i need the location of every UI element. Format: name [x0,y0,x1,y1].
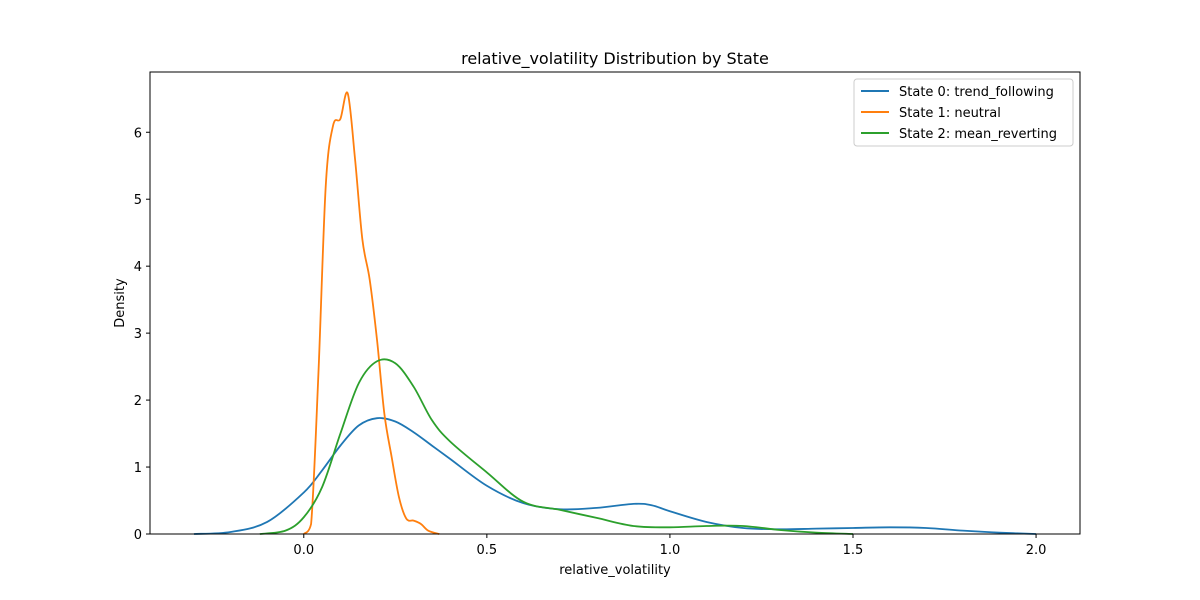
x-tick-label: 1.0 [660,543,681,558]
legend-box [853,78,1074,147]
plot-frame [149,71,1081,535]
series-layer [193,91,1037,535]
series-line-state-1 [303,91,440,535]
x-tick-label: 0.0 [293,543,314,558]
y-axis-ticks: 0 1 2 3 4 5 6 [134,126,150,543]
y-tick-label: 6 [134,126,142,141]
x-tick-label: 0.5 [477,543,498,558]
y-axis-label: Density [113,278,128,328]
legend-label-state-0: State 0: trend_following [899,85,1054,100]
x-axis-label: relative_volatility [559,563,671,578]
legend-label-state-2: State 2: mean_reverting [899,127,1057,142]
y-tick-label: 1 [134,461,142,476]
x-axis-ticks: 0.0 0.5 1.0 1.5 2.0 [293,534,1046,558]
legend: State 0: trend_following State 1: neutral… [853,78,1074,147]
x-tick-label: 1.5 [843,543,864,558]
x-tick-label: 2.0 [1026,543,1047,558]
y-tick-label: 5 [134,193,142,208]
y-tick-label: 4 [134,260,142,275]
y-tick-label: 2 [134,394,142,409]
y-tick-label: 3 [134,327,142,342]
y-tick-label: 0 [134,528,142,543]
chart-title: relative_volatility Distribution by Stat… [461,49,769,69]
series-line-state-2 [259,358,854,535]
legend-label-state-1: State 1: neutral [899,106,1001,121]
